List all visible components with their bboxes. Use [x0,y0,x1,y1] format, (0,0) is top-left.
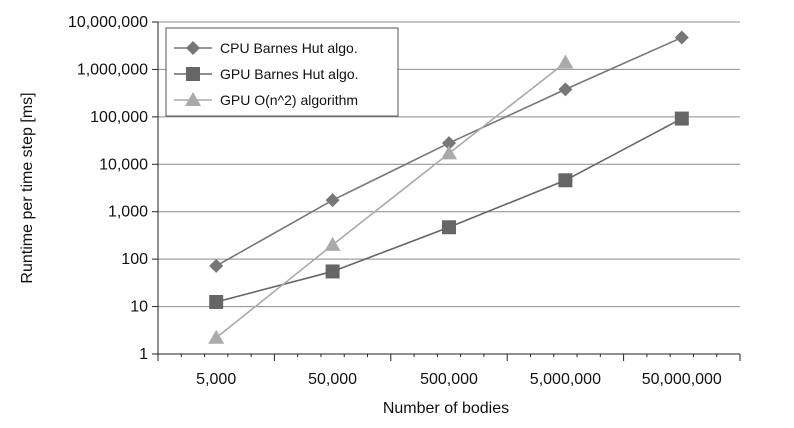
series [208,30,689,344]
data-point [208,329,225,344]
y-tick-label: 10 [130,299,148,316]
x-tick-label: 5,000 [196,371,236,388]
x-tick-label: 500,000 [420,371,478,388]
legend-marker [186,41,200,55]
y-tick-labels: 1 10 100 1,000 10,000 100,000 1,000,000 10,000,… [68,14,148,363]
legend: CPU Barnes Hut algo. GPU Barnes Hut algo.… [165,27,399,117]
legend-item: CPU Barnes Hut algo. [174,40,358,56]
data-point [209,294,224,309]
x-axis-title: Number of bodies [383,400,509,417]
legend-marker [185,92,201,106]
series-3 [208,54,574,344]
data-point [324,236,341,251]
series-1 [209,30,689,273]
data-point [557,54,574,69]
data-point [325,264,340,279]
y-tick-label: 1,000,000 [77,61,148,78]
data-point [441,145,457,160]
data-point [674,111,689,126]
data-point [442,136,456,151]
y-tick-label: 10,000 [99,156,148,173]
legend-label: CPU Barnes Hut algo. [220,40,358,56]
series-line [215,61,566,339]
legend-label: GPU O(n^2) algorithm [220,92,358,108]
legend-marker [186,67,200,81]
legend-label: GPU Barnes Hut algo. [220,66,359,82]
axes [152,21,741,361]
data-point [325,193,340,208]
y-tick-label: 10,000,000 [68,14,148,31]
x-tick-label: 50,000,000 [642,371,722,388]
y-tick-label: 1,000 [108,204,148,221]
y-tick-label: 100,000 [90,109,148,126]
legend-item: GPU O(n^2) algorithm [174,92,358,108]
data-point [558,173,573,188]
y-tick-label: 1 [139,346,148,363]
y-tick-label: 100 [121,251,148,268]
legend-item: GPU Barnes Hut algo. [174,66,359,82]
data-point [209,258,224,273]
x-tick-label: 5,000,000 [530,371,601,388]
legend-box [165,27,399,117]
x-tick-label: 50,000 [308,371,357,388]
x-tick-labels: 5,000 50,000 500,000 5,000,000 50,000,000 [196,371,722,388]
data-point [558,82,573,97]
data-point [442,220,456,235]
y-axis-title: Runtime per time step [ms] [19,92,36,283]
series-2 [209,111,689,309]
data-point [674,30,689,45]
